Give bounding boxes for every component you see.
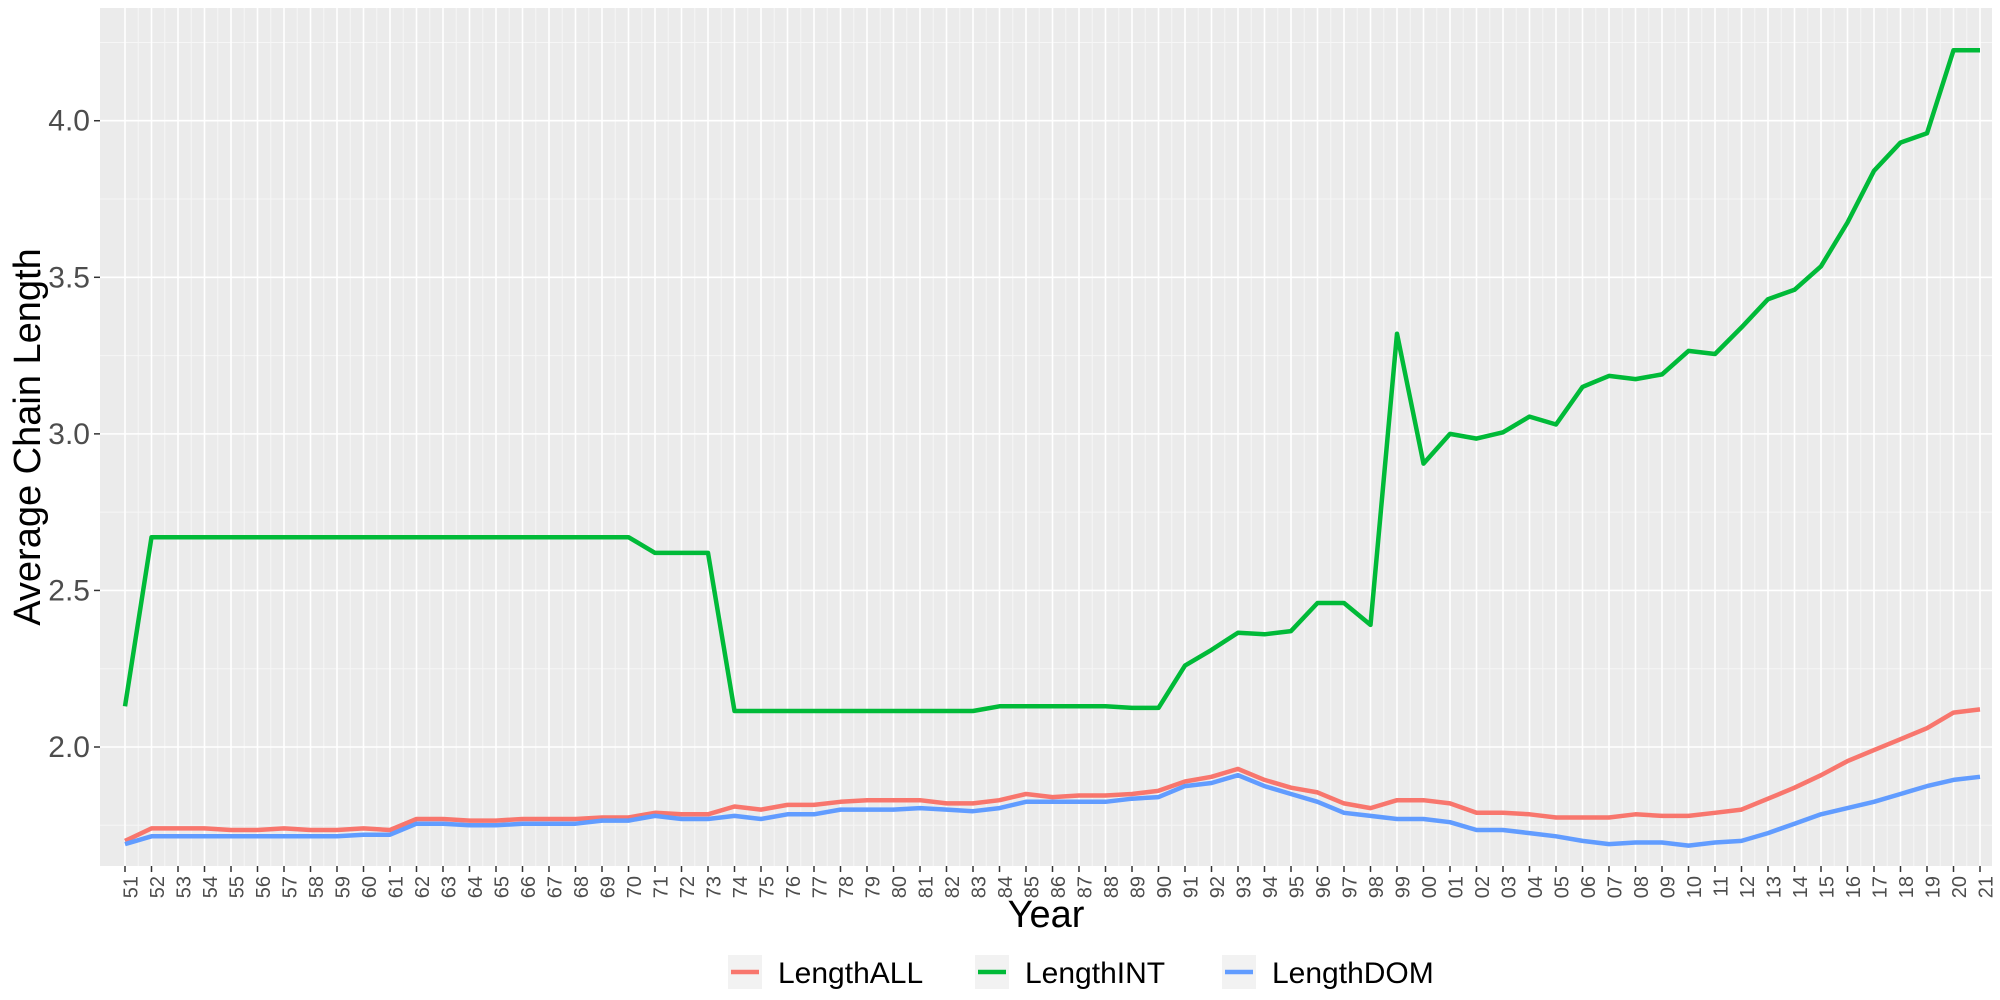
x-tick-label: 94 xyxy=(1260,876,1282,898)
x-tick-label: 86 xyxy=(1048,876,1070,898)
x-tick-label: 84 xyxy=(995,876,1017,898)
x-tick-label: 95 xyxy=(1286,876,1308,898)
x-tick-label: 96 xyxy=(1313,876,1335,898)
x-tick-label: 98 xyxy=(1366,876,1388,898)
legend-label-LengthINT: LengthINT xyxy=(1025,957,1165,990)
x-tick-label: 77 xyxy=(809,876,831,898)
series-line-LengthALL xyxy=(124,707,1981,843)
x-tick-label: 73 xyxy=(703,876,725,898)
legend: LengthALL LengthINT LengthDOM xyxy=(728,955,1434,990)
minor-gridlines xyxy=(100,8,1992,866)
y-tick-label: 3.5 xyxy=(48,261,90,294)
major-gridlines xyxy=(100,8,1992,866)
x-tick-label: 90 xyxy=(1154,876,1176,898)
x-tick-label: 19 xyxy=(1922,876,1944,898)
x-tick-label: 00 xyxy=(1419,876,1441,898)
x-tick-label: 06 xyxy=(1578,876,1600,898)
x-tick-label: 03 xyxy=(1498,876,1520,898)
x-tick-label: 07 xyxy=(1604,876,1626,898)
x-tick-label: 08 xyxy=(1631,876,1653,898)
x-tick-label: 11 xyxy=(1710,876,1732,897)
x-tick-label: 04 xyxy=(1525,876,1547,898)
x-tick-label: 79 xyxy=(862,876,884,898)
x-tick-label: 83 xyxy=(968,876,990,898)
plot-panel xyxy=(100,8,1992,866)
x-tick-label: 81 xyxy=(915,876,937,898)
x-tick-label: 68 xyxy=(571,876,593,898)
x-tick-label: 09 xyxy=(1657,876,1679,898)
x-tick-label: 18 xyxy=(1896,876,1918,898)
x-tick-label: 74 xyxy=(730,876,752,898)
x-tick-label: 76 xyxy=(783,876,805,898)
x-tick-label: 72 xyxy=(677,876,699,898)
x-tick-label: 55 xyxy=(226,876,248,898)
x-tick-label: 15 xyxy=(1816,876,1838,898)
x-tick-label: 82 xyxy=(942,876,964,898)
series-line-LengthINT xyxy=(122,48,1980,714)
x-tick-label: 21 xyxy=(1975,876,1997,898)
x-tick-label: 57 xyxy=(279,876,301,898)
legend-label-LengthALL: LengthALL xyxy=(778,957,923,990)
x-tick-label: 88 xyxy=(1101,876,1123,898)
x-tick-label: 62 xyxy=(412,876,434,898)
x-axis: 51 52 53 54 55 56 57 58 59 60 61 62 63 64 65 66 67 68 69 70… xyxy=(120,866,1997,898)
x-tick-label: 92 xyxy=(1207,876,1229,898)
y-tick-label: 2.5 xyxy=(48,574,90,607)
x-tick-label: 65 xyxy=(491,876,513,898)
x-tick-label: 63 xyxy=(438,876,460,898)
x-tick-label: 20 xyxy=(1949,876,1971,898)
x-tick-label: 59 xyxy=(332,876,354,898)
x-tick-label: 16 xyxy=(1843,876,1865,898)
x-tick-label: 66 xyxy=(518,876,540,898)
x-tick-label: 56 xyxy=(253,876,275,898)
x-tick-label: 01 xyxy=(1445,876,1467,898)
x-tick-label: 99 xyxy=(1392,876,1414,898)
y-tick-label: 3.0 xyxy=(48,418,90,451)
y-tick-label: 4.0 xyxy=(48,105,90,138)
x-tick-label: 69 xyxy=(597,876,619,898)
x-tick-label: 51 xyxy=(120,876,142,898)
x-tick-label: 13 xyxy=(1763,876,1785,898)
x-tick-label: 87 xyxy=(1074,876,1096,898)
x-tick-label: 93 xyxy=(1233,876,1255,898)
x-tick-label: 10 xyxy=(1684,876,1706,898)
series-line-LengthDOM xyxy=(124,772,1981,848)
x-tick-label: 60 xyxy=(359,876,381,898)
x-tick-label: 78 xyxy=(836,876,858,898)
x-tick-label: 70 xyxy=(624,876,646,898)
x-tick-label: 80 xyxy=(889,876,911,898)
y-axis: 2.0 2.5 3.0 3.5 4.0 xyxy=(48,105,100,764)
x-tick-label: 58 xyxy=(306,876,328,898)
x-tick-label: 17 xyxy=(1869,876,1891,898)
x-tick-label: 91 xyxy=(1180,876,1202,898)
legend-label-LengthDOM: LengthDOM xyxy=(1272,957,1434,990)
x-tick-label: 61 xyxy=(385,876,407,898)
x-tick-label: 97 xyxy=(1339,876,1361,898)
x-axis-title: Year xyxy=(1008,894,1085,936)
y-tick-label: 2.0 xyxy=(48,731,90,764)
x-tick-label: 85 xyxy=(1021,876,1043,898)
x-tick-label: 05 xyxy=(1551,876,1573,898)
x-tick-label: 02 xyxy=(1472,876,1494,898)
x-tick-label: 12 xyxy=(1737,876,1759,898)
x-tick-label: 54 xyxy=(200,876,222,898)
x-tick-label: 67 xyxy=(544,876,566,898)
series-lines xyxy=(122,48,1981,848)
x-tick-label: 75 xyxy=(756,876,778,898)
x-tick-label: 14 xyxy=(1790,876,1812,898)
x-tick-label: 89 xyxy=(1127,876,1149,898)
y-axis-title: Average Chain Length xyxy=(7,248,49,625)
x-tick-label: 53 xyxy=(173,876,195,898)
x-tick-label: 71 xyxy=(650,876,672,898)
x-tick-label: 52 xyxy=(147,876,169,898)
x-tick-label: 64 xyxy=(465,876,487,898)
